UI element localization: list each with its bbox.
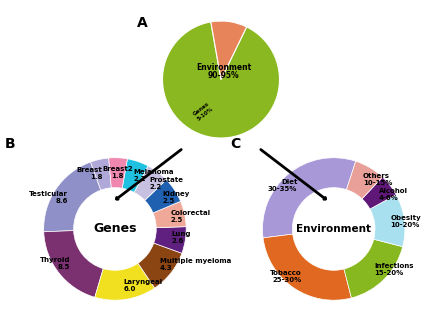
Text: Thyroid
8.5: Thyroid 8.5 <box>39 258 70 271</box>
Wedge shape <box>122 159 148 192</box>
Wedge shape <box>145 180 181 213</box>
Wedge shape <box>95 263 155 300</box>
Text: Obesity
10-20%: Obesity 10-20% <box>390 215 421 228</box>
Text: Others
10-15%: Others 10-15% <box>363 173 392 186</box>
Wedge shape <box>163 22 279 138</box>
Wedge shape <box>44 162 101 232</box>
Wedge shape <box>347 161 382 199</box>
Wedge shape <box>263 234 351 300</box>
Text: Tobacco
25-30%: Tobacco 25-30% <box>270 270 302 283</box>
Text: Colorectal
2.5: Colorectal 2.5 <box>171 210 211 223</box>
Text: Environment: Environment <box>196 63 251 72</box>
Text: Genes: Genes <box>93 223 137 235</box>
Wedge shape <box>370 195 405 247</box>
Text: Breast2
1.8: Breast2 1.8 <box>102 166 133 178</box>
Text: Laryngeal
6.0: Laryngeal 6.0 <box>124 279 163 292</box>
Wedge shape <box>263 158 356 238</box>
Wedge shape <box>138 243 182 288</box>
Text: Multiple myeloma
4.3: Multiple myeloma 4.3 <box>160 258 231 271</box>
Text: Lung
2.6: Lung 2.6 <box>171 232 191 245</box>
Text: Testicular
8.6: Testicular 8.6 <box>29 191 68 204</box>
Text: Alcohol
4-6%: Alcohol 4-6% <box>379 188 408 201</box>
Wedge shape <box>362 177 396 209</box>
Text: Breast
1.8: Breast 1.8 <box>76 167 103 180</box>
Text: Melanoma
2.1: Melanoma 2.1 <box>133 169 174 182</box>
Text: B: B <box>4 137 15 151</box>
Text: Prostate
2.2: Prostate 2.2 <box>149 177 183 190</box>
Wedge shape <box>109 158 127 188</box>
Text: Environment: Environment <box>296 224 371 234</box>
Text: 90-95%: 90-95% <box>208 72 240 80</box>
Wedge shape <box>44 231 103 297</box>
Text: Diet
30-35%: Diet 30-35% <box>268 178 297 191</box>
Wedge shape <box>91 158 111 190</box>
Wedge shape <box>154 227 186 253</box>
Wedge shape <box>211 21 247 80</box>
Text: Genes
5-10%: Genes 5-10% <box>193 101 214 122</box>
Wedge shape <box>153 201 186 228</box>
Wedge shape <box>344 239 403 298</box>
Text: A: A <box>137 16 148 30</box>
Wedge shape <box>134 166 166 200</box>
Text: C: C <box>230 137 240 151</box>
Text: Kidney
2.5: Kidney 2.5 <box>163 191 190 204</box>
Text: Infections
15-20%: Infections 15-20% <box>374 263 414 276</box>
